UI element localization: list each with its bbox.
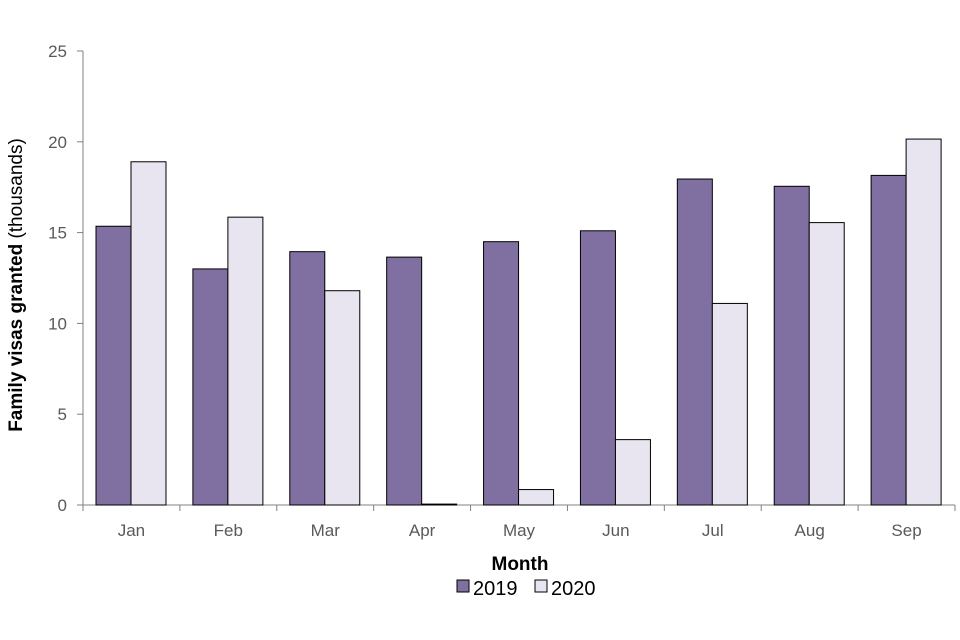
y-tick-label: 20 — [48, 133, 67, 152]
x-tick-label: Jul — [702, 521, 724, 540]
y-tick-label: 10 — [48, 314, 67, 333]
y-axis-title-rest: (thousands) — [6, 138, 27, 244]
y-tick-label: 5 — [58, 405, 67, 424]
legend-label-2019: 2019 — [473, 578, 518, 600]
legend: 2019 2020 — [456, 578, 596, 600]
x-tick-label: Jan — [118, 521, 145, 540]
x-tick-label: May — [503, 521, 536, 540]
bar-2019-aug — [773, 185, 810, 506]
y-axis-title: Family visas granted (thousands) — [6, 138, 27, 432]
x-axis: Jan Feb Mar Apr May Jun Jul Aug Sep — [82, 504, 956, 540]
bars — [95, 138, 942, 506]
bar-2020-jul — [711, 302, 748, 506]
bar-2019-sep — [870, 174, 907, 506]
bar-2019-jan — [95, 225, 132, 506]
bar-2019-jul — [676, 178, 713, 506]
bar-2020-feb — [227, 216, 264, 506]
bar-2019-mar — [289, 251, 326, 506]
y-axis: 0 5 10 15 20 25 — [48, 42, 84, 515]
y-axis-title-bold: Family visas granted — [6, 244, 27, 432]
bar-2020-aug — [808, 222, 845, 506]
bar-2020-jan — [130, 161, 167, 506]
x-tick-label: Feb — [214, 521, 243, 540]
x-tick-label: Apr — [409, 521, 436, 540]
legend-label-2020: 2020 — [551, 578, 596, 600]
bar-2020-may — [518, 489, 555, 506]
bar-2020-apr — [421, 503, 458, 506]
x-axis-title: Month — [492, 554, 549, 575]
x-tick-label: Sep — [891, 521, 921, 540]
bar-2019-feb — [192, 268, 229, 506]
bar-2020-mar — [324, 290, 361, 506]
bar-2019-apr — [386, 256, 423, 506]
bar-2020-sep — [905, 138, 942, 506]
x-tick-label: Jun — [602, 521, 629, 540]
y-tick-label: 25 — [48, 42, 67, 61]
bar-2019-may — [483, 241, 520, 506]
y-tick-label: 0 — [58, 496, 67, 515]
legend-swatch-2019 — [456, 579, 470, 593]
y-tick-label: 15 — [48, 224, 67, 243]
x-tick-label: Mar — [311, 521, 341, 540]
bar-2020-jun — [614, 439, 651, 506]
legend-swatch-2020 — [534, 579, 548, 593]
x-tick-label: Aug — [795, 521, 825, 540]
bar-2019-jun — [579, 230, 616, 506]
